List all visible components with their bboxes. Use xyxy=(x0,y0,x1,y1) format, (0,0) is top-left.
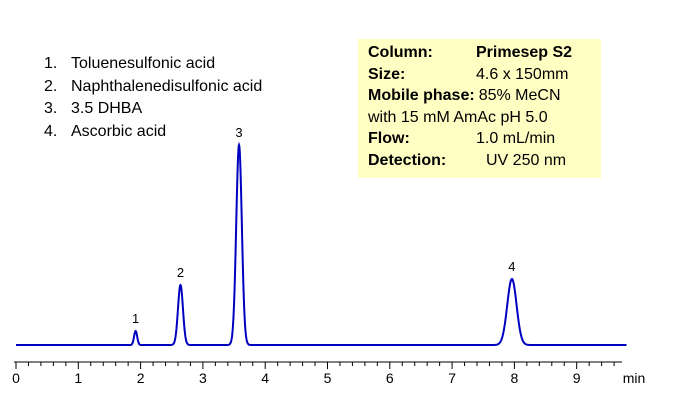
x-tick-label: 6 xyxy=(386,370,394,386)
legend-label: 3.5 DHBA xyxy=(71,100,143,117)
legend-item: 1. Toluenesulfonic acid xyxy=(44,53,262,76)
flow-row: Flow: 1.0 mL/min xyxy=(368,128,601,150)
size-value: 4.6 x 150mm xyxy=(476,65,569,83)
chromatogram-trace-group xyxy=(16,141,627,346)
peak-label: 2 xyxy=(177,265,184,280)
compound-legend: 1. Toluenesulfonic acid 2. Naphthalenedi… xyxy=(44,53,262,143)
column-row: Column: Primesep S2 xyxy=(368,42,601,64)
column-value: Primesep S2 xyxy=(476,44,573,61)
x-tick-label: 2 xyxy=(137,370,145,386)
flow-value: 1.0 mL/min xyxy=(476,130,556,148)
mobile-phase-additive: with 15 mM AmAc pH 5.0 xyxy=(368,108,548,126)
legend-label: Toluenesulfonic acid xyxy=(71,55,216,72)
legend-item: 3. 3.5 DHBA xyxy=(44,98,262,121)
x-tick-label: 1 xyxy=(74,370,82,386)
detection-row: Detection: UV 250 nm xyxy=(368,150,601,172)
conditions-box: Column: Primesep S2 Size: 4.6 x 150mm Mo… xyxy=(358,39,601,178)
peak-label: 4 xyxy=(508,259,515,274)
legend-item: 2. Naphthalenedisulfonic acid xyxy=(44,76,262,99)
legend-label: Ascorbic acid xyxy=(71,122,167,140)
legend-number: 2. xyxy=(44,77,58,95)
x-axis: 0 1 2 3 4 5 6 7 8 9 min xyxy=(12,361,646,386)
x-tick-label: 8 xyxy=(511,370,519,386)
size-row: Size: 4.6 x 150mm xyxy=(368,64,601,86)
legend-item: 4. Ascorbic acid xyxy=(44,121,262,144)
peak-labels: 1 2 3 4 xyxy=(132,125,516,326)
mobile-phase-label: Mobile phase: xyxy=(368,87,475,105)
detection-label: Detection: xyxy=(368,151,447,169)
flow-label: Flow: xyxy=(368,130,410,148)
x-axis-label: min xyxy=(623,370,646,386)
x-tick-label: 0 xyxy=(12,370,20,386)
x-tick-label: 7 xyxy=(448,370,456,386)
x-tick-label: 3 xyxy=(199,370,207,386)
legend-number: 4. xyxy=(44,122,58,140)
mobile-phase-row: Mobile phase: 85% MeCN xyxy=(368,85,601,107)
x-tick-label: 5 xyxy=(324,370,332,386)
legend-label: Naphthalenedisulfonic acid xyxy=(71,77,263,95)
chromatogram-trace xyxy=(16,141,627,346)
legend-number: 1. xyxy=(44,55,58,72)
size-label: Size: xyxy=(368,65,406,83)
mobile-phase-line2: with 15 mM AmAc pH 5.0 xyxy=(368,107,601,129)
detection-value: UV 250 nm xyxy=(486,151,567,169)
peak-label: 3 xyxy=(235,125,242,140)
column-label: Column: xyxy=(368,44,433,61)
legend-number: 3. xyxy=(44,100,58,117)
mobile-phase-value: 85% MeCN xyxy=(478,87,561,105)
x-tick-label: 4 xyxy=(261,370,269,386)
peak-label: 1 xyxy=(132,311,139,326)
x-tick-label: 9 xyxy=(573,370,581,386)
